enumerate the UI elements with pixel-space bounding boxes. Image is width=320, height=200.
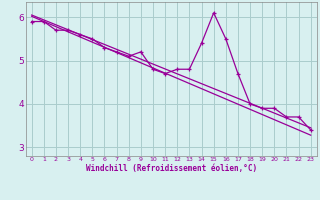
X-axis label: Windchill (Refroidissement éolien,°C): Windchill (Refroidissement éolien,°C): [86, 164, 257, 173]
